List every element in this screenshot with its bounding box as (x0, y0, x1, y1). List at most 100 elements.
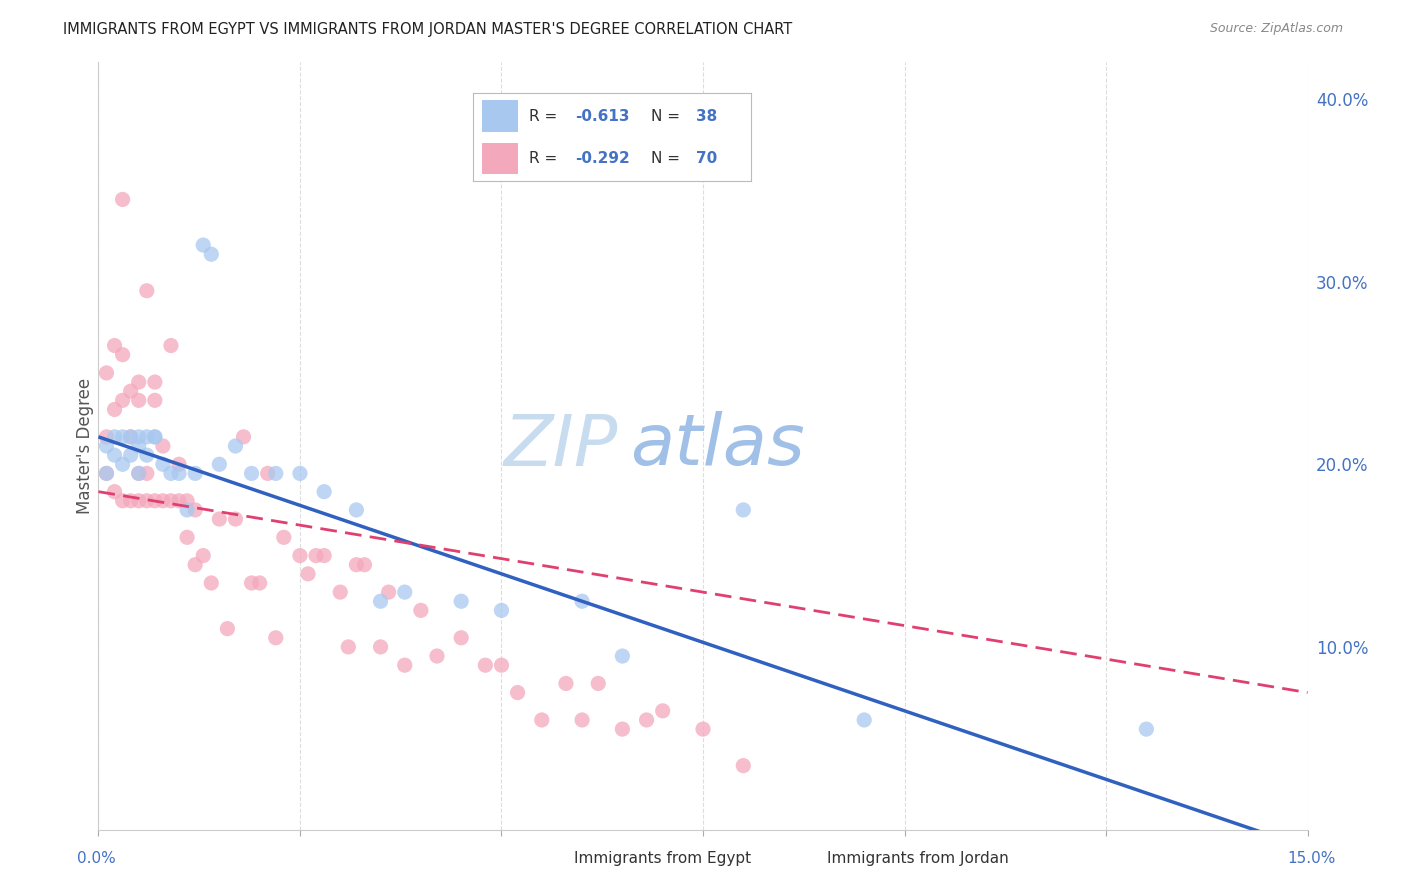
Point (314, 484, 336, 499)
Point (193, 549, 215, 563)
Point (176, 530, 198, 544)
Point (636, 713, 658, 727)
Point (353, 558, 375, 572)
Point (200, 247, 222, 261)
Point (184, 558, 207, 572)
Point (135, 493, 157, 508)
Point (450, 594, 472, 608)
Point (135, 448, 157, 462)
Point (128, 430, 150, 444)
Point (143, 375, 166, 389)
Point (571, 713, 593, 727)
Point (491, 603, 513, 617)
Point (103, 402, 125, 417)
Point (612, 648, 634, 663)
Point (555, 676, 578, 690)
Point (506, 685, 529, 699)
Point (111, 493, 134, 508)
Point (103, 338, 125, 352)
Point (184, 467, 207, 481)
Point (143, 430, 166, 444)
Point (394, 658, 416, 673)
Point (409, 603, 432, 617)
Point (491, 658, 513, 673)
Point (120, 493, 142, 508)
Point (224, 512, 246, 526)
Point (103, 448, 125, 462)
Point (135, 467, 157, 481)
Point (128, 467, 150, 481)
Point (586, 676, 609, 690)
Point (103, 484, 125, 499)
Point (135, 284, 157, 298)
Point (240, 467, 263, 481)
Point (120, 384, 142, 399)
Point (111, 430, 134, 444)
Point (288, 549, 311, 563)
Point (692, 722, 714, 736)
Point (240, 576, 263, 591)
Point (96, 430, 118, 444)
Point (120, 430, 142, 444)
Point (143, 493, 166, 508)
Point (167, 467, 190, 481)
Point (305, 549, 328, 563)
Point (426, 648, 449, 663)
Point (103, 430, 125, 444)
Point (167, 457, 190, 471)
Point (217, 622, 239, 636)
Text: IMMIGRANTS FROM EGYPT VS IMMIGRANTS FROM JORDAN MASTER'S DEGREE CORRELATION CHAR: IMMIGRANTS FROM EGYPT VS IMMIGRANTS FROM… (63, 22, 793, 37)
Point (1135, 722, 1157, 736)
Point (111, 348, 134, 362)
Y-axis label: Master's Degree: Master's Degree (76, 378, 94, 514)
Point (111, 193, 134, 207)
Point (167, 493, 190, 508)
Point (184, 503, 207, 517)
Point (111, 457, 134, 471)
Point (297, 566, 319, 581)
Point (120, 448, 142, 462)
Text: atlas: atlas (630, 411, 806, 481)
Point (344, 558, 367, 572)
Point (530, 713, 553, 727)
Point (96, 439, 118, 453)
Point (96, 467, 118, 481)
Point (370, 594, 392, 608)
Point (450, 631, 472, 645)
Point (200, 576, 222, 591)
Point (152, 493, 174, 508)
Text: Immigrants from Jordan: Immigrants from Jordan (827, 852, 1008, 866)
Point (176, 503, 198, 517)
Point (128, 393, 150, 408)
Point (337, 640, 360, 654)
Point (96, 467, 118, 481)
Point (264, 631, 287, 645)
Point (128, 467, 150, 481)
Point (96, 366, 118, 380)
Point (370, 640, 392, 654)
Point (208, 512, 231, 526)
Point (344, 503, 367, 517)
Text: 15.0%: 15.0% (1288, 852, 1336, 866)
Point (651, 704, 673, 718)
Point (273, 530, 295, 544)
Point (176, 493, 198, 508)
Point (160, 493, 183, 508)
Point (128, 375, 150, 389)
Point (733, 758, 755, 772)
Point (143, 430, 166, 444)
Point (329, 585, 352, 599)
Point (264, 467, 287, 481)
Point (394, 585, 416, 599)
Point (208, 457, 231, 471)
Point (160, 338, 183, 352)
Point (120, 430, 142, 444)
Point (143, 393, 166, 408)
Point (128, 439, 150, 453)
Point (152, 439, 174, 453)
Point (160, 467, 183, 481)
Text: ZIP: ZIP (503, 411, 619, 481)
Point (193, 238, 215, 252)
Point (111, 393, 134, 408)
Point (152, 457, 174, 471)
